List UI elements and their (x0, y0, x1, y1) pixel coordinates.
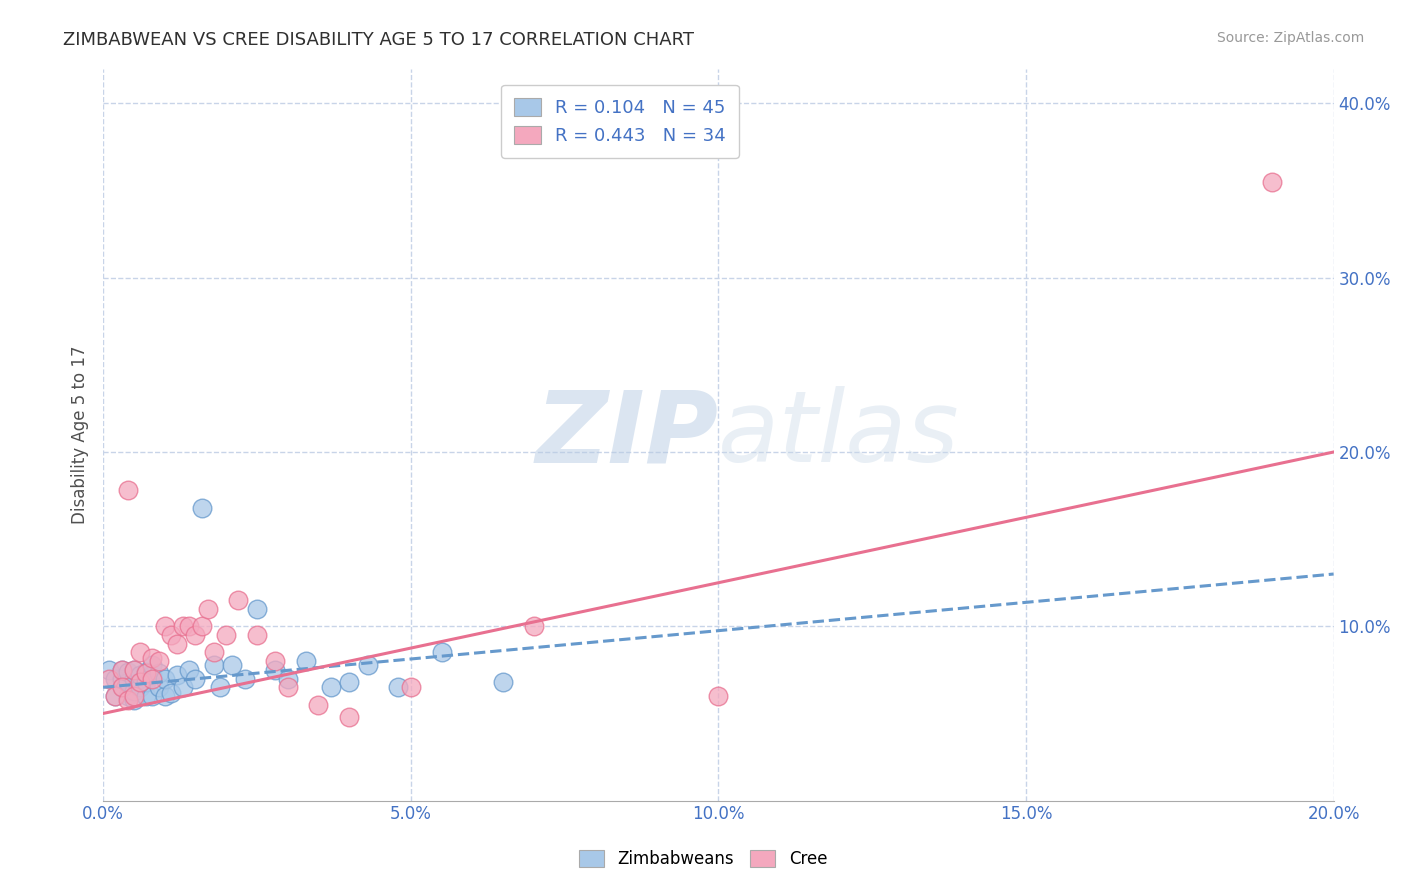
Point (98, 672, 121, 686)
Point (117, 675, 139, 690)
Point (122, 689, 145, 703)
Point (153, 672, 176, 686)
Point (159, 685, 181, 699)
Point (492, 675, 515, 690)
Point (172, 681, 194, 695)
Point (135, 665, 157, 679)
Point (208, 681, 231, 695)
Point (264, 663, 287, 677)
Point (246, 628, 269, 642)
Point (129, 645, 152, 659)
Point (104, 689, 127, 703)
Point (122, 663, 145, 677)
Point (308, 698, 330, 712)
Point (110, 672, 132, 686)
Point (295, 654, 318, 668)
Point (117, 689, 139, 703)
Point (179, 619, 201, 633)
Point (337, 675, 360, 690)
Point (141, 657, 163, 672)
Point (707, 689, 730, 703)
Point (202, 657, 225, 672)
Text: atlas: atlas (718, 386, 960, 483)
Point (202, 645, 225, 659)
Text: ZIP: ZIP (536, 386, 718, 483)
Point (135, 689, 157, 703)
Point (221, 657, 243, 672)
Point (357, 657, 380, 672)
Point (135, 675, 157, 690)
Point (117, 483, 139, 498)
Point (277, 672, 299, 686)
Point (129, 675, 152, 690)
Point (215, 628, 238, 642)
Point (122, 692, 145, 706)
Point (129, 668, 152, 682)
Point (159, 628, 181, 642)
Point (430, 645, 453, 659)
Y-axis label: Disability Age 5 to 17: Disability Age 5 to 17 (72, 345, 89, 524)
Point (148, 666, 170, 681)
Text: Source: ZipAtlas.com: Source: ZipAtlas.com (1216, 31, 1364, 45)
Point (197, 602, 219, 616)
Point (110, 681, 132, 695)
Point (122, 672, 145, 686)
Point (104, 672, 127, 686)
Point (153, 619, 176, 633)
Point (148, 681, 170, 695)
Point (141, 689, 163, 703)
Point (184, 628, 207, 642)
Point (117, 665, 139, 679)
Point (129, 681, 152, 695)
Point (1261, 175, 1284, 189)
Point (141, 668, 163, 682)
Point (228, 593, 250, 607)
Text: ZIMBABWEAN VS CREE DISABILITY AGE 5 TO 17 CORRELATION CHART: ZIMBABWEAN VS CREE DISABILITY AGE 5 TO 1… (63, 31, 695, 49)
Point (523, 619, 546, 633)
Point (166, 637, 188, 651)
Point (141, 672, 163, 686)
Point (233, 672, 256, 686)
Point (104, 689, 127, 703)
Point (172, 619, 194, 633)
Point (190, 619, 212, 633)
Point (277, 681, 299, 695)
Point (399, 681, 422, 695)
Point (264, 654, 287, 668)
Point (153, 689, 176, 703)
Point (148, 654, 170, 668)
Point (110, 663, 132, 677)
Legend: Zimbabweans, Cree: Zimbabweans, Cree (572, 843, 834, 875)
Point (122, 663, 145, 677)
Point (98, 663, 121, 677)
Point (110, 681, 132, 695)
Point (122, 683, 145, 698)
Point (141, 650, 163, 665)
Point (246, 602, 269, 616)
Point (190, 500, 212, 515)
Point (387, 681, 409, 695)
Point (179, 663, 201, 677)
Point (184, 672, 207, 686)
Point (117, 692, 139, 706)
Point (135, 666, 157, 681)
Point (319, 681, 342, 695)
Legend: R = 0.104   N = 45, R = 0.443   N = 34: R = 0.104 N = 45, R = 0.443 N = 34 (501, 85, 738, 158)
Point (166, 668, 188, 682)
Point (110, 663, 132, 677)
Point (337, 710, 360, 724)
